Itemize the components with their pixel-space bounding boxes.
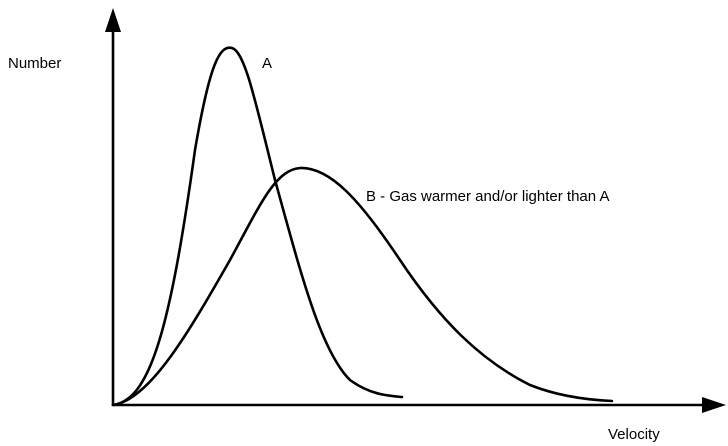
curve-b-label: B - Gas warmer and/or lighter than A xyxy=(366,188,609,205)
y-axis-arrow xyxy=(105,8,121,32)
curve-a xyxy=(111,46,404,407)
curve-a-label: A xyxy=(262,55,272,72)
y-axis-label: Number xyxy=(8,55,61,72)
x-axis-label: Velocity xyxy=(608,426,660,443)
curve-b xyxy=(111,166,614,407)
x-axis-arrow xyxy=(702,397,726,413)
